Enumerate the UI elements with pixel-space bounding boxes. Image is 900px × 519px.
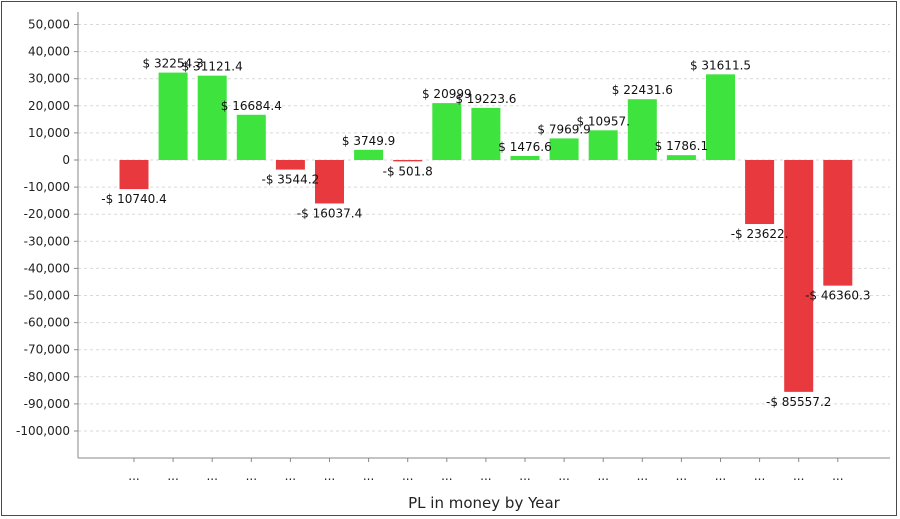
bar[interactable] xyxy=(627,99,657,160)
data-label: -$ 23622. xyxy=(731,227,789,241)
y-tick-label: -100,000 xyxy=(16,424,70,438)
x-axis-title: PL in money by Year xyxy=(408,494,561,512)
bar[interactable] xyxy=(236,114,266,160)
x-tick-label: ... xyxy=(363,469,374,483)
x-tick-label: ... xyxy=(793,469,804,483)
x-tick-label: ... xyxy=(246,469,257,483)
x-tick-label: ... xyxy=(324,469,335,483)
y-tick-label: -70,000 xyxy=(24,343,70,357)
bar[interactable] xyxy=(275,160,305,170)
x-tick-label: ... xyxy=(441,469,452,483)
data-label: $ 1786.1 xyxy=(655,139,708,153)
x-tick-label: ... xyxy=(676,469,687,483)
bar[interactable] xyxy=(158,72,188,160)
bar[interactable] xyxy=(471,107,501,160)
x-tick-label: ... xyxy=(558,469,569,483)
y-tick-label: 10,000 xyxy=(28,126,70,140)
data-label: $ 1476.6 xyxy=(498,140,551,154)
bar[interactable] xyxy=(666,155,696,160)
bar[interactable] xyxy=(432,103,462,160)
x-tick-label: ... xyxy=(128,469,139,483)
y-tick-label: -30,000 xyxy=(24,234,70,248)
y-tick-label: -80,000 xyxy=(24,370,70,384)
bar[interactable] xyxy=(510,155,540,160)
bar[interactable] xyxy=(745,160,775,225)
data-label: -$ 85557.2 xyxy=(766,395,831,409)
x-tick-label: ... xyxy=(480,469,491,483)
bar[interactable] xyxy=(823,160,853,286)
bar[interactable] xyxy=(119,160,149,190)
bar[interactable] xyxy=(354,149,384,160)
data-label: -$ 3544.2 xyxy=(262,173,320,187)
bar[interactable] xyxy=(706,74,735,160)
data-label: $ 19223.6 xyxy=(455,92,516,106)
data-label: -$ 16037.4 xyxy=(297,206,362,220)
bar[interactable] xyxy=(197,75,227,160)
data-label: $ 22431.6 xyxy=(612,83,673,97)
x-tick-label: ... xyxy=(597,469,608,483)
data-label: $ 10957. xyxy=(576,114,629,128)
x-tick-label: ... xyxy=(402,469,413,483)
data-label: $ 32254.3 xyxy=(143,57,204,71)
bar[interactable] xyxy=(393,160,423,162)
y-tick-label: -20,000 xyxy=(24,207,70,221)
data-label: $ 16684.4 xyxy=(221,99,282,113)
x-tick-label: ... xyxy=(285,469,296,483)
y-tick-label: -60,000 xyxy=(24,316,70,330)
y-tick-label: 40,000 xyxy=(28,45,70,59)
x-tick-label: ... xyxy=(167,469,178,483)
y-tick-label: -10,000 xyxy=(24,180,70,194)
x-tick-label: ... xyxy=(519,469,530,483)
bar[interactable] xyxy=(315,160,344,204)
y-tick-label: 0 xyxy=(62,153,70,167)
bar[interactable] xyxy=(588,130,618,160)
x-tick-label: ... xyxy=(754,469,765,483)
data-label: $ 7969.9 xyxy=(537,122,590,136)
x-tick-label: ... xyxy=(206,469,217,483)
data-label: $ 20999 xyxy=(422,87,472,101)
bar[interactable] xyxy=(784,160,814,392)
data-label: $ 3749.9 xyxy=(342,134,395,148)
y-tick-label: 50,000 xyxy=(28,18,70,32)
x-tick-label: ... xyxy=(832,469,843,483)
data-label: -$ 10740.4 xyxy=(101,192,166,206)
y-tick-label: -40,000 xyxy=(24,261,70,275)
data-label: -$ 501.8 xyxy=(383,164,433,178)
x-tick-label: ... xyxy=(715,469,726,483)
x-tick-label: ... xyxy=(637,469,648,483)
bar[interactable] xyxy=(549,138,579,160)
data-label: $ 31611.5 xyxy=(690,58,751,72)
y-tick-label: 20,000 xyxy=(28,99,70,113)
data-label: $ 31121.4 xyxy=(182,60,243,74)
y-tick-label: 30,000 xyxy=(28,72,70,86)
y-tick-label: -90,000 xyxy=(24,397,70,411)
data-label: -$ 46360.3 xyxy=(805,289,870,303)
y-tick-label: -50,000 xyxy=(24,289,70,303)
